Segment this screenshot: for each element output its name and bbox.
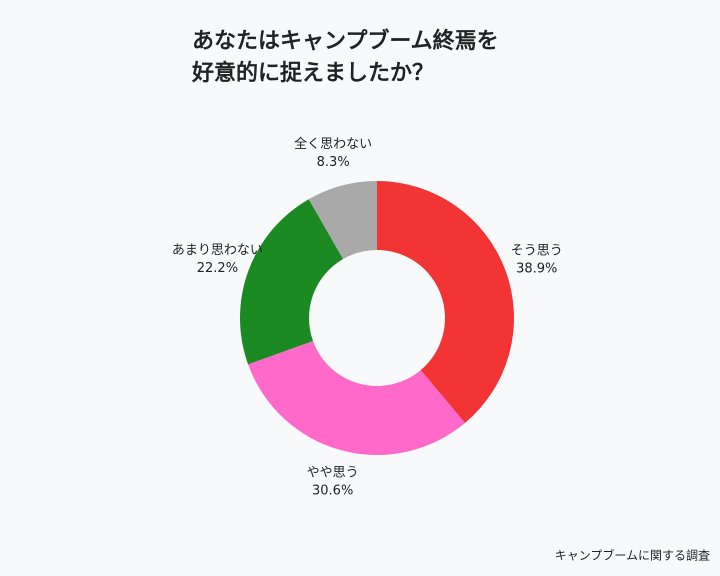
slice-label: そう思う xyxy=(511,243,563,258)
donut-segment xyxy=(308,181,377,260)
chart-title: あなたはキャンプブーム終焉を xyxy=(192,28,499,54)
donut-segment xyxy=(377,181,515,424)
slice-label: あまり思わない xyxy=(172,243,263,258)
slice-label: 全く思わない xyxy=(294,136,372,152)
slice-label: やや思う xyxy=(307,466,359,481)
chart-title: 好意的に捉えましたか？ xyxy=(191,60,434,86)
value-label: 22.2% xyxy=(197,261,238,276)
donut-segment xyxy=(248,341,465,455)
source: キャンプブームに関する調査 xyxy=(555,548,710,563)
value-label: 8.3% xyxy=(317,155,350,170)
donut-segment xyxy=(239,199,344,365)
value-label: 38.9% xyxy=(516,261,557,276)
value-label: 30.6% xyxy=(312,484,353,499)
